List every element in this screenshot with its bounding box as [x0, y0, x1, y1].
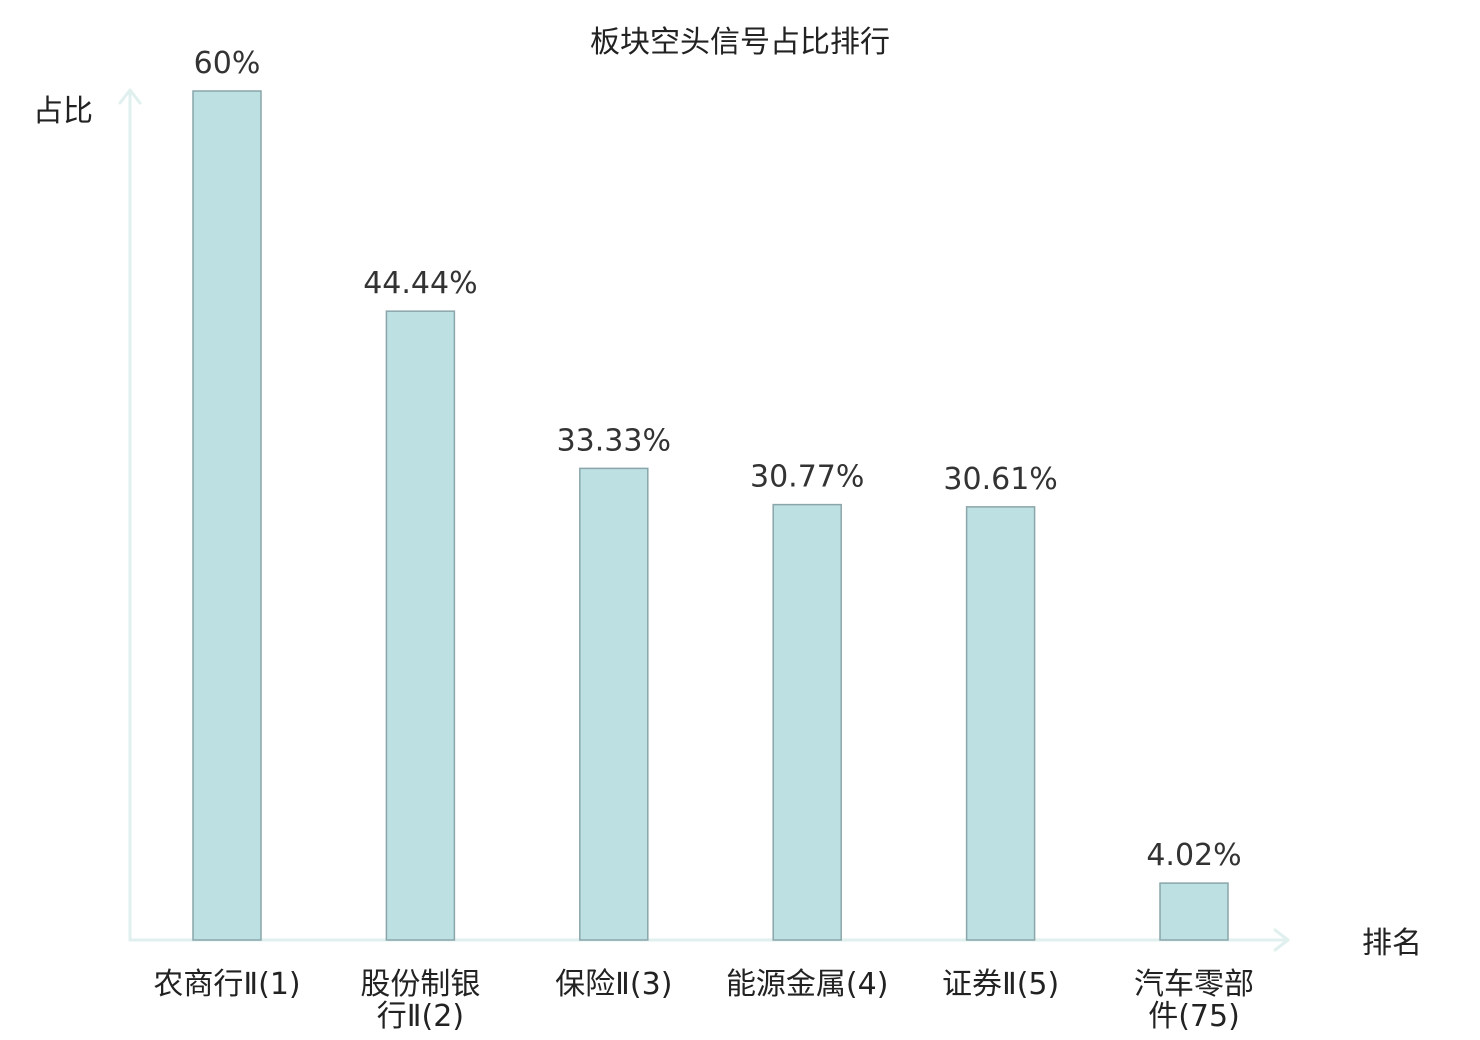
bar: [1159, 882, 1229, 941]
y-axis-arrow: [118, 88, 142, 105]
bar-value-label: 30.61%: [943, 462, 1057, 497]
x-tick-label: 股份制银行Ⅱ(2): [360, 967, 480, 1034]
x-tick-label: 证券Ⅱ(5): [942, 967, 1059, 1002]
bar: [192, 90, 262, 941]
x-tick-label: 汽车零部件(75): [1134, 967, 1254, 1034]
bar: [965, 506, 1036, 941]
axes: [118, 88, 1290, 952]
bar-value-label: 30.77%: [750, 460, 864, 495]
x-tick-label: 能源金属(4): [726, 967, 889, 1002]
x-tick-label: 农商行Ⅱ(1): [153, 967, 300, 1002]
category-labels-group: 农商行Ⅱ(1) 股份制银行Ⅱ(2) 保险Ⅱ(3) 能源金属(4) 证券Ⅱ(5) 汽车零部件…: [153, 967, 1254, 1034]
bars-group: [192, 90, 1229, 941]
x-axis-label: 排名: [1362, 926, 1422, 961]
y-axis-label: 占比: [33, 94, 93, 129]
bar: [385, 310, 456, 941]
bar-value-label: 44.44%: [363, 266, 477, 301]
x-axis-arrow: [1273, 928, 1290, 952]
x-tick-label: 保险Ⅱ(3): [555, 967, 672, 1002]
chart-title: 板块空头信号占比排行: [590, 25, 890, 60]
bar-value-label: 33.33%: [557, 423, 671, 458]
value-labels-group: 60% 44.44% 33.33% 30.77% 30.61% 4.02%: [194, 46, 1242, 873]
bar: [772, 503, 842, 941]
bar: [579, 467, 649, 941]
bar-value-label: 60%: [194, 46, 261, 81]
bar-value-label: 4.02%: [1146, 838, 1241, 873]
